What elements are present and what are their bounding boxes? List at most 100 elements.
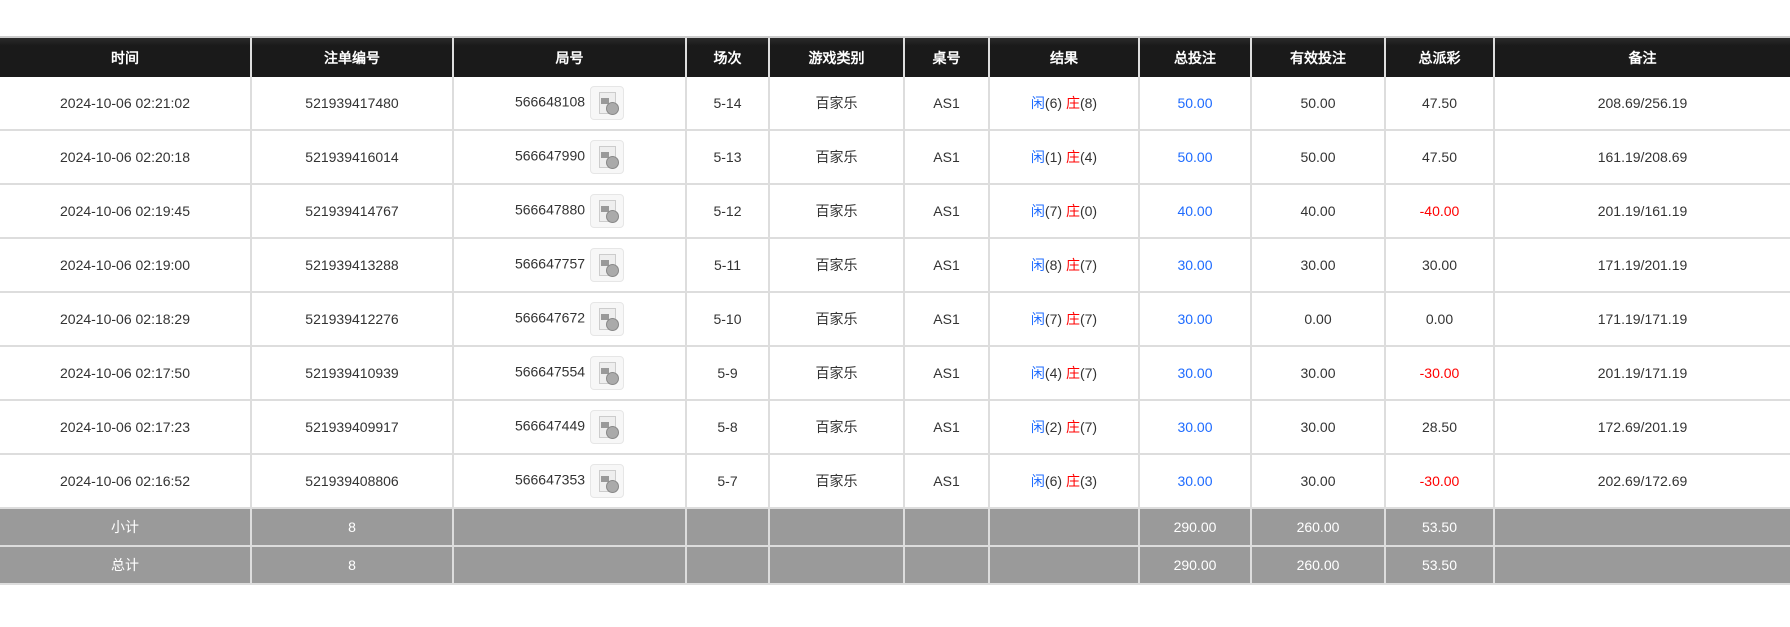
empty-cell	[452, 508, 687, 547]
cell-payout: -30.00	[1384, 346, 1495, 401]
cell-result: 闲(7) 庄(7)	[988, 292, 1140, 347]
cell-note: 171.19/171.19	[1493, 292, 1790, 347]
column-header-payout: 总派彩	[1384, 36, 1494, 77]
cell-table-no: AS1	[903, 292, 990, 347]
bet-records-table: 时间 注单编号 局号 场次 游戏类别 桌号 结果 总投注 有效投注 总派彩 备注 2024-10-0…	[0, 36, 1790, 585]
video-replay-icon[interactable]	[590, 464, 625, 498]
empty-cell	[685, 546, 770, 585]
cell-game-type: 百家乐	[768, 292, 905, 347]
cell-bet-id: 521939408806	[250, 454, 454, 509]
cell-table-no: AS1	[903, 400, 990, 455]
cell-valid-bet: 0.00	[1250, 292, 1386, 347]
empty-cell	[903, 546, 990, 585]
table-header-row: 时间 注单编号 局号 场次 游戏类别 桌号 结果 总投注 有效投注 总派彩 备注	[0, 36, 1790, 77]
player-value: (6)	[1044, 95, 1063, 111]
cell-note: 201.19/161.19	[1493, 184, 1790, 239]
cell-game-type: 百家乐	[768, 238, 905, 293]
player-value: (6)	[1044, 473, 1063, 489]
cell-valid-bet: 30.00	[1250, 346, 1386, 401]
video-replay-icon[interactable]	[590, 194, 625, 228]
cell-round: 566647554	[452, 346, 687, 401]
column-header-round: 局号	[452, 36, 686, 77]
video-replay-icon[interactable]	[590, 302, 625, 336]
cell-round: 566647672	[452, 292, 687, 347]
subtotal-valid-bet: 260.00	[1250, 508, 1386, 547]
video-replay-icon[interactable]	[590, 410, 625, 444]
player-label: 闲	[1030, 365, 1045, 381]
empty-cell	[1493, 508, 1790, 547]
player-label: 闲	[1030, 257, 1045, 273]
cell-payout: 47.50	[1384, 77, 1495, 131]
subtotal-count: 8	[250, 508, 454, 547]
player-label: 闲	[1030, 149, 1045, 165]
player-label: 闲	[1030, 311, 1045, 327]
player-value: (4)	[1044, 365, 1063, 381]
banker-label: 庄	[1065, 365, 1080, 381]
column-header-session: 场次	[685, 36, 769, 77]
banker-label: 庄	[1065, 473, 1080, 489]
round-number: 566647757	[514, 255, 586, 272]
cell-bet-id: 521939416014	[250, 130, 454, 185]
cell-total-bet: 40.00	[1138, 184, 1252, 239]
cell-table-no: AS1	[903, 346, 990, 401]
empty-cell	[452, 546, 687, 585]
cell-round: 566647449	[452, 400, 687, 455]
banker-value: (7)	[1079, 365, 1098, 381]
video-replay-icon[interactable]	[590, 356, 625, 390]
cell-time: 2024-10-06 02:17:23	[0, 400, 252, 455]
cell-total-bet: 50.00	[1138, 77, 1252, 131]
video-replay-icon[interactable]	[590, 248, 625, 282]
cell-session: 5-9	[685, 346, 770, 401]
cell-payout: 30.00	[1384, 238, 1495, 293]
cell-table-no: AS1	[903, 77, 990, 131]
cell-table-no: AS1	[903, 238, 990, 293]
cell-time: 2024-10-06 02:19:00	[0, 238, 252, 293]
banker-label: 庄	[1065, 311, 1080, 327]
cell-bet-id: 521939410939	[250, 346, 454, 401]
table-row: 2024-10-06 02:19:00 521939413288 5666477…	[0, 238, 1790, 293]
total-total-bet: 290.00	[1138, 546, 1252, 585]
cell-table-no: AS1	[903, 184, 990, 239]
total-row: 总计 8 290.00 260.00 53.50	[0, 546, 1790, 585]
banker-label: 庄	[1065, 419, 1080, 435]
cell-valid-bet: 30.00	[1250, 400, 1386, 455]
banker-value: (7)	[1079, 419, 1098, 435]
player-label: 闲	[1030, 473, 1045, 489]
cell-bet-id: 521939417480	[250, 77, 454, 131]
cell-table-no: AS1	[903, 454, 990, 509]
column-header-game-type: 游戏类别	[768, 36, 904, 77]
empty-cell	[988, 508, 1140, 547]
cell-total-bet: 30.00	[1138, 292, 1252, 347]
banker-value: (8)	[1079, 95, 1098, 111]
empty-cell	[1493, 546, 1790, 585]
video-replay-icon[interactable]	[590, 86, 625, 120]
cell-bet-id: 521939412276	[250, 292, 454, 347]
cell-valid-bet: 40.00	[1250, 184, 1386, 239]
subtotal-payout: 53.50	[1384, 508, 1495, 547]
cell-valid-bet: 30.00	[1250, 238, 1386, 293]
total-valid-bet: 260.00	[1250, 546, 1386, 585]
table-row: 2024-10-06 02:16:52 521939408806 5666473…	[0, 454, 1790, 509]
player-value: (7)	[1044, 203, 1063, 219]
cell-payout: 28.50	[1384, 400, 1495, 455]
cell-game-type: 百家乐	[768, 346, 905, 401]
cell-note: 201.19/171.19	[1493, 346, 1790, 401]
cell-round: 566647990	[452, 130, 687, 185]
column-header-total-bet: 总投注	[1138, 36, 1251, 77]
round-number: 566647449	[514, 417, 586, 434]
cell-session: 5-12	[685, 184, 770, 239]
round-number: 566648108	[514, 93, 586, 110]
empty-cell	[988, 546, 1140, 585]
column-header-note: 备注	[1493, 36, 1790, 77]
cell-total-bet: 30.00	[1138, 238, 1252, 293]
table-row: 2024-10-06 02:18:29 521939412276 5666476…	[0, 292, 1790, 347]
banker-label: 庄	[1065, 149, 1080, 165]
cell-game-type: 百家乐	[768, 77, 905, 131]
cell-valid-bet: 30.00	[1250, 454, 1386, 509]
round-number: 566647554	[514, 363, 586, 380]
total-count: 8	[250, 546, 454, 585]
empty-cell	[768, 546, 905, 585]
banker-value: (4)	[1079, 149, 1098, 165]
cell-game-type: 百家乐	[768, 400, 905, 455]
video-replay-icon[interactable]	[590, 140, 625, 174]
